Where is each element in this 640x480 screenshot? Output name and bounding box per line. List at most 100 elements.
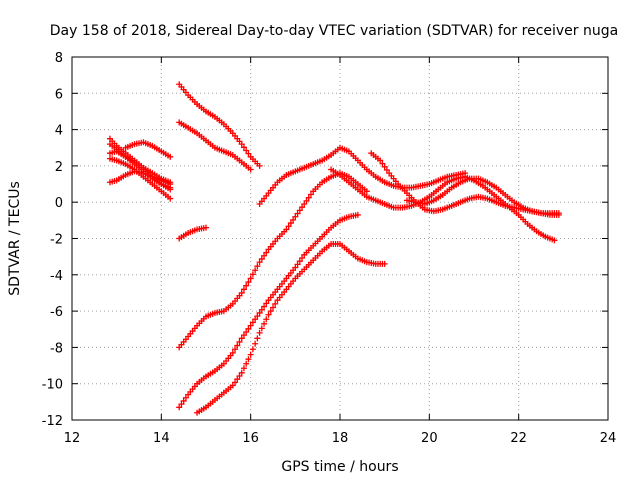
x-tick-label: 24 [600,431,617,446]
data-point [167,153,174,160]
data-point [249,319,256,326]
data-point [296,258,303,265]
series-arc-a5 [106,168,174,188]
data-point [247,351,254,358]
data-point [240,286,247,293]
data-point [238,289,245,296]
data-point [178,401,185,408]
y-tick-label: -6 [50,305,63,320]
data-point [256,329,263,336]
data-point [290,216,297,223]
data-point [379,160,386,167]
data-point [261,303,268,310]
y-axis-title: SDTVAR / TECUs [7,181,23,296]
chart-title: Day 158 of 2018, Sidereal Day-to-day VTE… [50,23,618,39]
data-point [254,263,261,270]
data-point [182,394,189,401]
data-point [229,382,236,389]
data-point [245,279,252,286]
y-tick-label: 8 [55,51,63,66]
data-point [252,267,259,274]
data-point [294,210,301,217]
data-point [249,346,256,353]
data-point [247,166,254,173]
y-tick-label: 2 [55,160,63,175]
data-point [167,181,174,188]
data-point [232,379,239,386]
data-point [383,166,390,173]
data-point [285,223,292,230]
data-point [258,306,265,313]
data-point [299,204,306,211]
data-point [381,260,388,267]
data-point [252,340,259,347]
data-point [176,404,183,411]
data-point [247,322,254,329]
data-point [167,186,174,193]
series-arc-c1 [176,170,370,351]
series-arc-a6 [122,139,174,160]
x-tick-label: 22 [510,431,527,446]
data-point [229,349,236,356]
data-point [240,144,247,151]
data-point [267,308,274,315]
grid [72,57,608,420]
data-point [256,309,263,316]
data-point [261,320,268,327]
data-point [252,316,259,323]
series-arc-b1 [176,81,263,169]
data-point [555,211,562,218]
data-point [240,332,247,339]
series-arc-d1 [176,211,361,411]
y-tick-label: -2 [50,233,63,248]
y-tick-label: -12 [42,414,63,429]
data-point [272,300,279,307]
data-point [303,197,310,204]
data-point [258,255,265,262]
x-tick-label: 12 [64,431,81,446]
data-point [263,316,270,323]
data-point [261,252,268,259]
y-tick-label: -4 [50,269,63,284]
data-point [236,338,243,345]
data-point [245,325,252,332]
series-arc-d2 [194,240,388,416]
data-point [287,220,294,227]
series-arc-b3 [176,224,209,242]
data-points [106,81,562,416]
data-point [243,147,250,154]
data-point [270,304,276,311]
x-tick-label: 14 [153,431,170,446]
data-point [296,207,303,214]
data-point [256,162,263,169]
data-point [263,300,270,307]
x-tick-label: 20 [421,431,438,446]
data-point [167,195,174,202]
data-point [203,224,209,231]
data-point [254,313,261,320]
data-point [243,282,250,289]
data-point [256,259,263,266]
data-point [245,150,252,157]
data-point [299,255,306,262]
data-point [243,328,250,335]
data-point [294,261,301,268]
x-tick-label: 16 [242,431,259,446]
data-point [381,163,388,170]
y-tick-label: -10 [42,378,63,393]
data-point [258,325,265,332]
y-tick-label: 4 [55,124,63,139]
data-point [301,201,308,208]
data-point [238,369,245,376]
series-arc-c5 [404,175,562,218]
data-point [240,365,247,372]
x-tick-label: 18 [332,431,349,446]
data-point [307,191,314,198]
data-point [236,372,243,379]
data-point [238,141,245,148]
data-point [247,275,254,282]
data-point [292,264,299,271]
data-point [354,211,361,218]
